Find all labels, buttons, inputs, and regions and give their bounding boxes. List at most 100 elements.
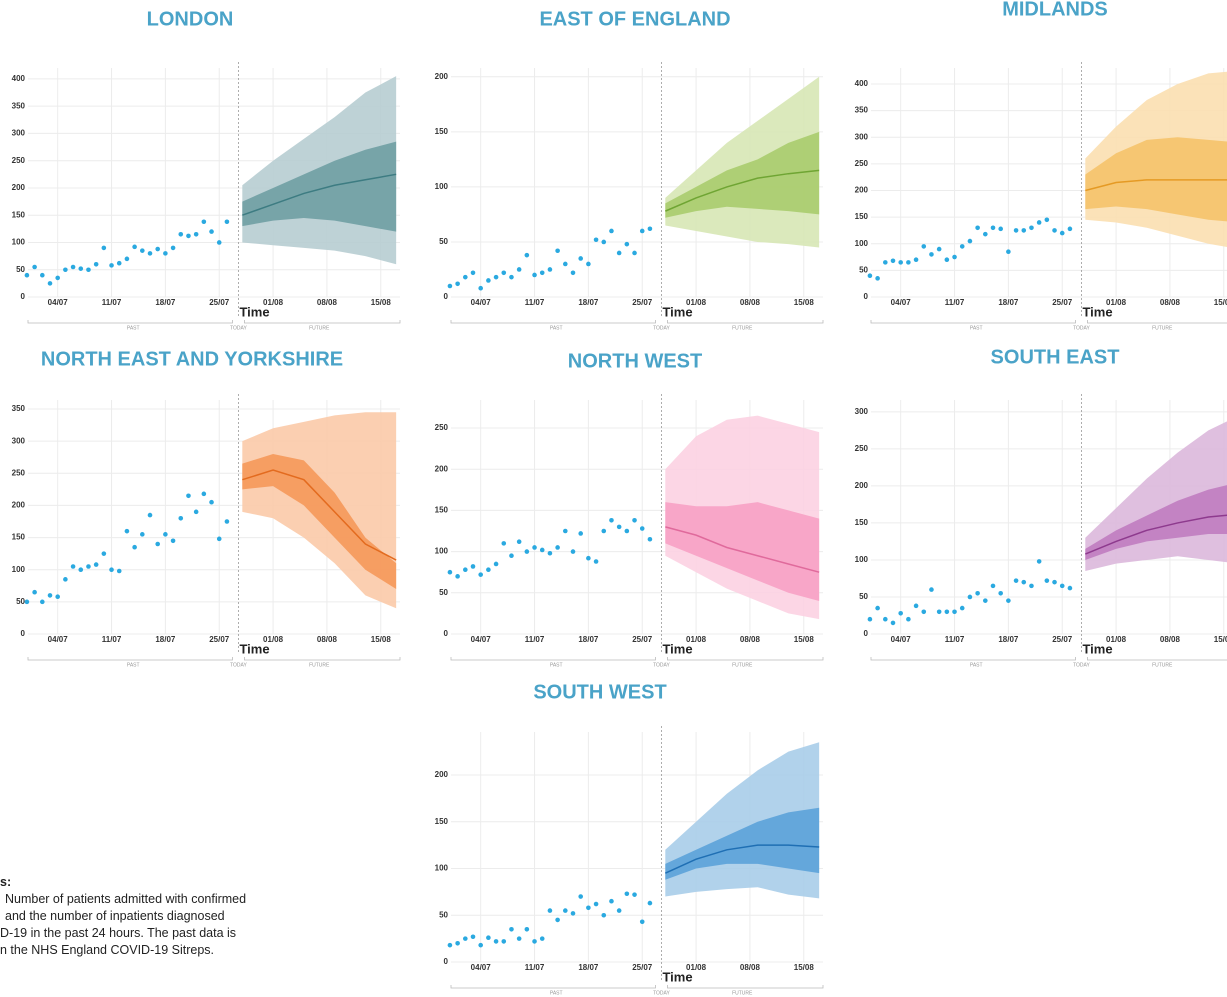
period-label: TODAY	[230, 325, 247, 331]
observed-point	[155, 541, 160, 547]
y-tick-label: 50	[439, 588, 448, 597]
observed-point	[493, 274, 499, 280]
observed-point	[983, 598, 988, 603]
x-tick-label: 04/07	[891, 298, 912, 307]
observed-point	[586, 905, 591, 911]
x-tick-label: 18/07	[578, 635, 599, 644]
y-tick-label: 350	[855, 106, 869, 115]
observed-point	[224, 519, 230, 524]
observed-point	[524, 252, 530, 258]
observed-point	[647, 900, 653, 906]
x-tick-label: 01/08	[686, 635, 707, 644]
period-label: FUTURE	[732, 990, 753, 996]
x-tick-label: 25/07	[632, 298, 653, 307]
observed-point	[516, 267, 522, 272]
observed-point	[875, 605, 880, 611]
past-brace	[870, 320, 1076, 324]
observed-point	[624, 241, 630, 247]
y-tick-label: 250	[855, 159, 869, 168]
observed-point	[609, 228, 614, 234]
observed-point	[493, 561, 499, 567]
observed-point	[163, 251, 168, 256]
observed-point	[116, 260, 122, 266]
past-brace	[450, 320, 656, 324]
past-brace	[27, 320, 233, 324]
note: s: Number of patients admitted with conf…	[0, 874, 246, 959]
note-line: Number of patients admitted with confirm…	[5, 892, 247, 906]
observed-point	[570, 270, 576, 276]
panel: SOUTH WEST 0 50 100 150 200 04/07 11/07 18/07 25/…	[435, 681, 824, 996]
note-heading: s:	[0, 875, 12, 889]
y-tick-label: 150	[855, 518, 869, 527]
observed-point	[493, 939, 499, 944]
observed-point	[890, 258, 896, 264]
panel: MIDLANDS 0 50 100 150 200 250 300 350 400 04/07 11/…	[855, 0, 1227, 331]
x-tick-label: 25/07	[632, 635, 653, 644]
observed-point	[563, 908, 568, 913]
observed-point	[201, 219, 207, 225]
observed-point	[532, 545, 537, 550]
observed-point	[47, 281, 53, 286]
y-tick-label: 100	[435, 547, 449, 556]
y-tick-label: 0	[21, 629, 26, 638]
observed-point	[186, 233, 191, 239]
observed-point	[178, 231, 184, 237]
chart-title: MIDLANDS	[1002, 0, 1108, 20]
observed-point	[952, 254, 957, 260]
observed-point	[478, 572, 483, 577]
observed-point	[163, 532, 168, 537]
observed-point	[93, 562, 99, 567]
y-tick-label: 300	[12, 436, 26, 445]
observed-point	[1044, 578, 1050, 583]
period-label: TODAY	[230, 662, 247, 668]
x-tick-label: 15/08	[794, 635, 815, 644]
y-tick-label: 0	[444, 629, 449, 638]
observed-point	[463, 274, 468, 280]
x-tick-label: 08/08	[317, 635, 338, 644]
observed-point	[883, 260, 888, 265]
median-line	[1085, 179, 1227, 192]
x-tick-label: 11/07	[525, 635, 545, 644]
x-tick-label: 11/07	[945, 635, 965, 644]
x-axis-label: Time	[1082, 304, 1112, 319]
y-tick-label: 100	[435, 864, 449, 873]
observed-point	[470, 270, 476, 276]
observed-point	[998, 590, 1003, 596]
panel: LONDON 0 50 100 150 200 250 300 350 400 04/07 11/07…	[12, 8, 401, 331]
observed-point	[539, 936, 545, 941]
observed-point	[509, 926, 514, 932]
x-axis-label: Time	[662, 969, 692, 984]
observed-point	[609, 898, 614, 904]
x-tick-label: 04/07	[471, 298, 492, 307]
y-tick-label: 300	[855, 132, 869, 141]
x-tick-label: 18/07	[578, 963, 599, 972]
observed-point	[140, 532, 145, 537]
panel: NORTH WEST 0 50 100 150 200 250 04/07 11/07 18/07…	[435, 350, 824, 668]
observed-point	[101, 551, 107, 556]
future-brace	[667, 320, 824, 324]
observed-point	[547, 267, 553, 272]
observed-point	[201, 491, 207, 497]
observed-point	[470, 934, 476, 940]
chart-title: NORTH WEST	[568, 350, 702, 372]
x-tick-label: 18/07	[998, 635, 1019, 644]
y-tick-label: 400	[12, 74, 26, 83]
x-tick-label: 11/07	[525, 298, 545, 307]
observed-point	[921, 609, 927, 615]
observed-point	[216, 240, 222, 245]
observed-point	[1067, 226, 1073, 232]
chart-title: LONDON	[147, 8, 234, 30]
observed-point	[639, 919, 645, 925]
x-tick-label: 04/07	[48, 635, 69, 644]
observed-point	[983, 231, 988, 237]
x-axis-label: Time	[239, 641, 269, 656]
observed-point	[944, 257, 950, 263]
x-tick-label: 08/08	[317, 298, 338, 307]
observed-point	[509, 553, 514, 559]
inner-band	[665, 131, 820, 218]
period-label: PAST	[550, 990, 563, 996]
x-tick-label: 25/07	[209, 635, 230, 644]
observed-point	[639, 228, 645, 234]
observed-point	[470, 564, 476, 569]
x-tick-label: 11/07	[945, 298, 965, 307]
